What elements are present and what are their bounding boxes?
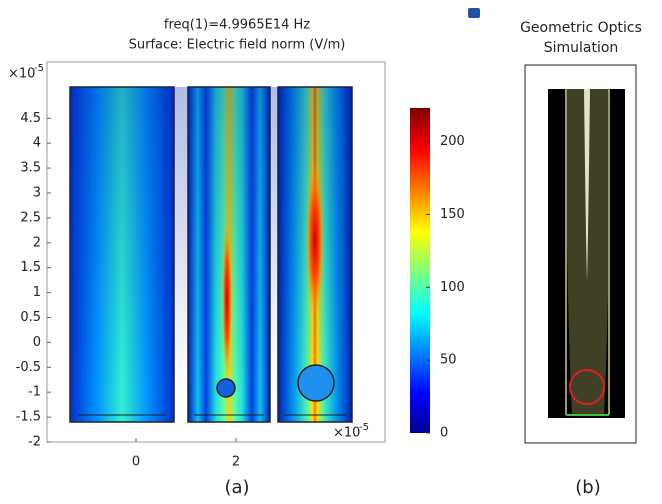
ray-focus [584,89,590,280]
field-shade [70,87,352,422]
field-panels [69,86,353,423]
side-panel: Geometric Optics Simulation (b) [468,8,642,498]
colorbar-tick-label: 150 [440,207,465,222]
y-tick-label: -1.5 [16,410,41,425]
colorbar [410,108,430,433]
side-frame [524,64,637,444]
y-tick-label: -0.5 [16,360,41,375]
y-tick-label: 3.5 [20,161,41,176]
chart-subtitle: Surface: Electric field norm (V/m) [129,38,346,53]
axis-multiplier: ×10 [8,67,35,82]
axes-frame [46,61,386,443]
particle [216,378,236,398]
colorbar-tick-label: 0 [440,426,448,441]
panel-label: (b) [575,477,600,498]
axis-multiplier-exponent: -5 [34,63,44,74]
colorbar-tick-label: 200 [440,134,465,149]
y-tick-label: 3 [33,185,41,200]
y-tick-label: -1 [28,385,41,400]
y-tick-label: 0.5 [20,310,41,325]
icon [468,8,480,18]
x-tick-label: 0 [132,455,140,470]
focus-spot [306,160,324,320]
x-tick-label: 2 [232,455,240,470]
side-title: Simulation [544,40,619,56]
y-tick-label: 0 [33,335,41,350]
colorbar-tick-label: 50 [440,353,457,368]
focus-spot [222,220,232,380]
y-tick-label: 2.5 [20,210,41,225]
axis-multiplier: ×10 [333,426,360,441]
colorbar-tick-label: 100 [440,280,465,295]
particle [297,364,335,402]
panel-label: (a) [224,477,249,498]
chart-title: freq(1)=4.9965E14 Hz [164,18,310,33]
axis-multiplier-exponent: -5 [359,422,369,433]
ray-region [566,89,610,415]
y-tick-label: 4 [33,136,41,151]
y-tick-label: 1.5 [20,260,41,275]
side-title: Geometric Optics [520,20,642,36]
y-tick-label: 1 [33,285,41,300]
y-tick-label: -2 [28,435,41,450]
y-tick-label: 2 [33,235,41,250]
particle [569,369,605,405]
y-tick-label: 4.5 [20,111,41,126]
